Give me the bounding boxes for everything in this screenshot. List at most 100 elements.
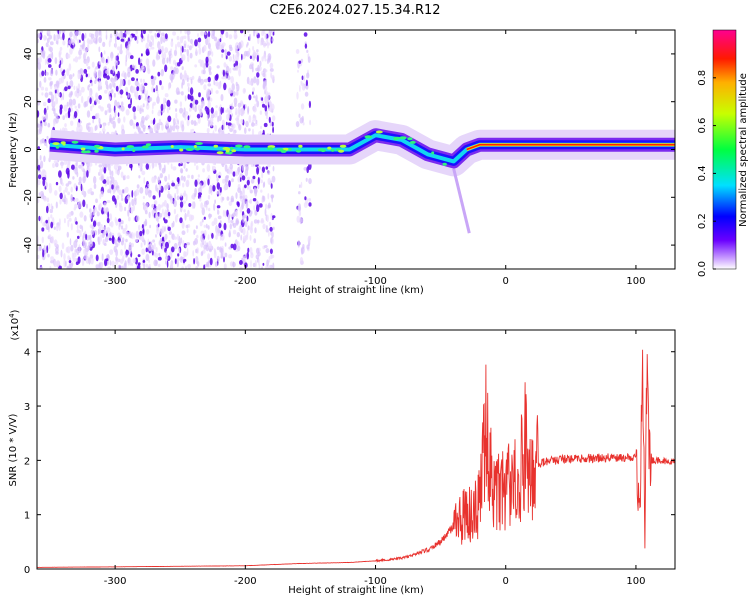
noise-speck [87, 245, 91, 250]
noise-speck [249, 198, 252, 204]
noise-speck [270, 237, 273, 244]
noise-speck [63, 69, 66, 73]
noise-speck [177, 125, 179, 133]
ridge-blob [399, 136, 407, 140]
noise-speck [38, 174, 42, 180]
noise-speck [39, 266, 43, 269]
noise-speck [114, 60, 119, 66]
noise-speck [219, 84, 222, 89]
ridge-blob [298, 144, 303, 148]
noise-speck [124, 186, 129, 194]
noise-speck [179, 256, 184, 263]
noise-speck [81, 95, 84, 104]
noise-speck [44, 92, 49, 98]
noise-speck [73, 111, 78, 119]
noise-speck [78, 176, 82, 183]
noise-speck [85, 233, 88, 241]
noise-speck [208, 71, 212, 76]
noise-speck [167, 211, 171, 217]
noise-speck [135, 30, 138, 35]
noise-speck [154, 252, 159, 258]
noise-speck [191, 174, 194, 180]
noise-speck [55, 181, 59, 186]
noise-speck [127, 103, 132, 109]
noise-speck [60, 163, 64, 169]
noise-speck [199, 221, 203, 227]
noise-speck [127, 79, 131, 86]
colorbar-tick-label: 0.0 [697, 261, 708, 277]
noise-speck [216, 178, 219, 182]
noise-speck [266, 93, 270, 101]
ridge-blob [409, 140, 416, 144]
noise-speck [308, 198, 312, 202]
noise-speck [130, 97, 133, 106]
noise-speck [137, 127, 141, 131]
snr-frame [36, 329, 676, 570]
y-tick-label: 3 [24, 402, 30, 413]
noise-speck [253, 30, 256, 37]
noise-speck [145, 42, 149, 50]
ridge-blob [121, 147, 125, 151]
noise-speck [67, 161, 71, 170]
noise-speck [68, 74, 73, 80]
noise-speck [269, 101, 272, 105]
noise-speck [308, 100, 311, 109]
noise-speck [219, 38, 222, 43]
noise-speck [134, 64, 137, 71]
noise-speck [143, 262, 145, 269]
noise-speck [131, 198, 135, 206]
noise-speck [160, 36, 163, 44]
noise-speck [224, 74, 227, 80]
noise-speck [68, 260, 72, 264]
noise-speck [58, 218, 61, 226]
noise-speck [216, 255, 220, 262]
noise-speck [265, 248, 270, 254]
noise-speck [55, 40, 59, 45]
noise-speck [98, 241, 101, 245]
noise-speck [77, 256, 81, 264]
noise-speck [163, 104, 166, 110]
noise-speck [139, 187, 144, 194]
noise-speck [226, 107, 229, 112]
noise-speck [114, 181, 119, 187]
noise-speck [135, 230, 139, 239]
noise-speck [134, 80, 139, 87]
noise-speck [68, 110, 71, 119]
noise-speck [84, 48, 89, 52]
noise-speck [272, 165, 275, 172]
noise-speck [60, 249, 63, 258]
noise-speck [241, 108, 245, 116]
noise-speck [139, 230, 143, 237]
noise-speck [89, 126, 94, 135]
noise-speck [127, 209, 130, 217]
noise-speck [168, 82, 170, 91]
noise-speck [299, 117, 304, 124]
noise-speck [77, 56, 81, 60]
ridge-blob [339, 144, 347, 148]
noise-speck [216, 65, 220, 69]
noise-speck [216, 40, 221, 46]
noise-speck [213, 36, 217, 42]
noise-speck [46, 135, 49, 140]
noise-speck [120, 220, 124, 225]
noise-speck [38, 127, 42, 135]
noise-speck [53, 226, 56, 230]
noise-speck [93, 176, 97, 184]
noise-speck [248, 128, 251, 132]
noise-speck [187, 82, 190, 87]
ridge-blob [228, 151, 232, 155]
noise-speck [267, 170, 271, 176]
noise-speck [50, 260, 54, 264]
noise-speck [239, 195, 243, 199]
noise-speck [86, 38, 90, 45]
noise-speck [219, 45, 223, 51]
noise-speck [195, 165, 199, 171]
noise-speck [248, 94, 252, 101]
colorbar-tick-label: 0.2 [697, 213, 708, 229]
noise-speck [37, 197, 40, 204]
noise-speck [133, 111, 136, 120]
noise-speck [65, 167, 70, 175]
noise-speck [221, 42, 226, 47]
noise-speck [148, 96, 153, 102]
